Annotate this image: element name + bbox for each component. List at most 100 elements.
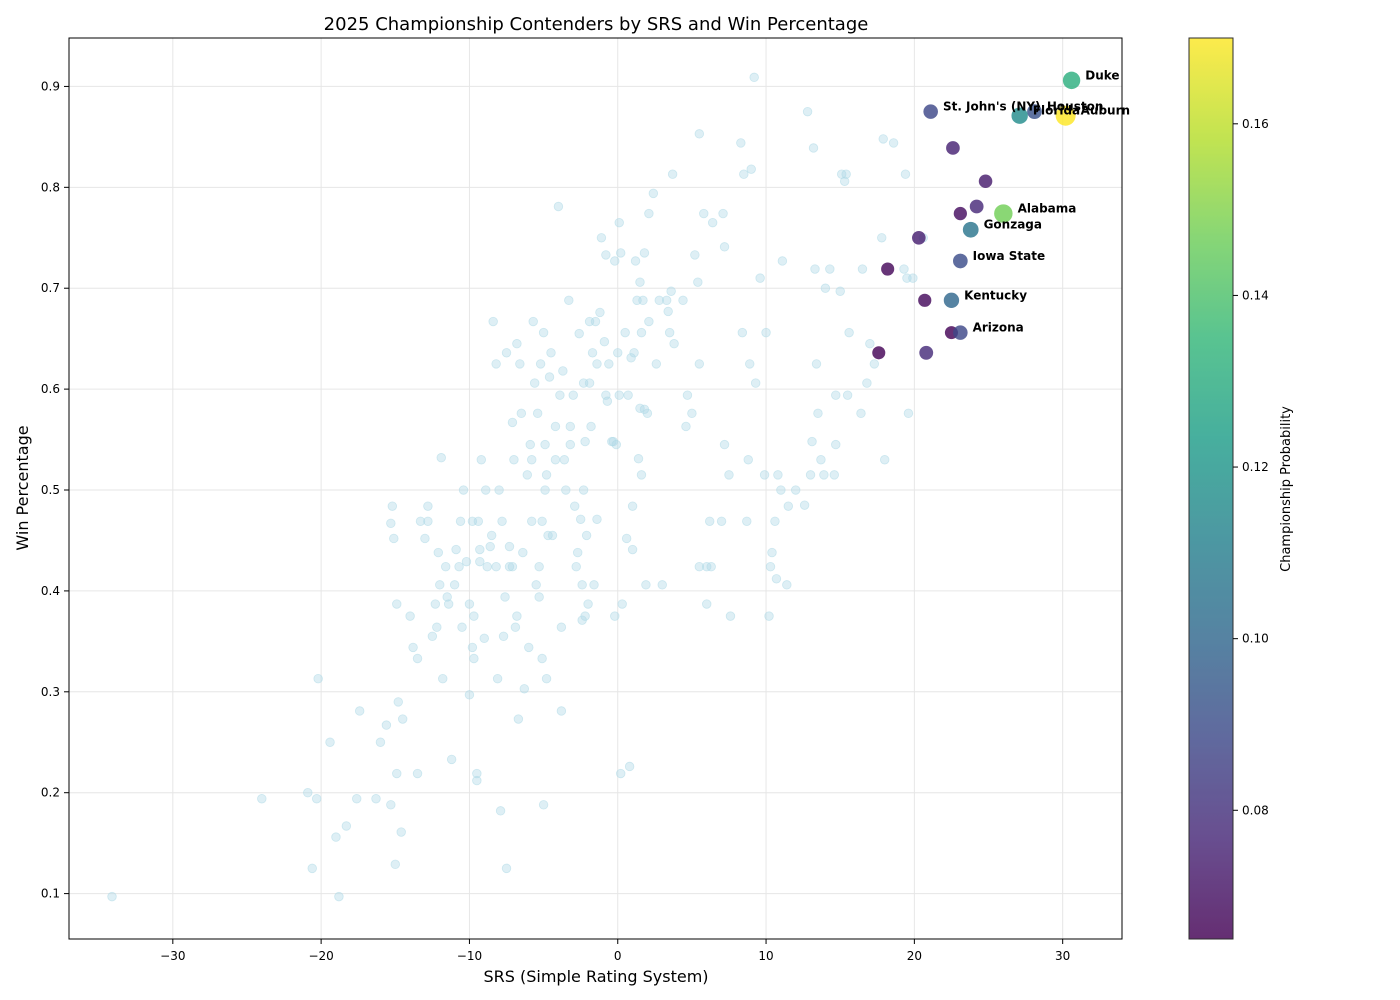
background-point: [900, 169, 911, 179]
background-point: [500, 592, 510, 602]
background-point: [581, 530, 592, 541]
background-point: [461, 556, 472, 567]
background-point: [386, 800, 396, 810]
x-tick-label: 30: [1055, 949, 1070, 963]
background-point: [610, 256, 620, 266]
background-point: [561, 485, 571, 495]
background-point: [472, 768, 482, 779]
background-point: [621, 533, 632, 544]
background-point: [415, 516, 426, 526]
x-tick-label: −10: [457, 949, 482, 963]
background-point: [408, 642, 418, 653]
background-point: [537, 653, 547, 664]
background-point: [574, 328, 584, 339]
background-point: [433, 547, 443, 558]
background-point: [534, 561, 544, 572]
x-tick-label: 0: [614, 949, 622, 963]
background-point: [458, 485, 469, 495]
background-point: [532, 408, 543, 419]
background-point: [423, 501, 433, 511]
background-point: [719, 439, 730, 450]
background-point: [745, 359, 755, 369]
background-point: [604, 359, 614, 369]
background-point: [783, 501, 794, 511]
background-point: [492, 673, 503, 684]
contender-point: [1062, 71, 1081, 90]
background-point: [638, 295, 648, 306]
background-point: [412, 653, 423, 664]
contender-points: [872, 71, 1081, 360]
background-point: [541, 673, 552, 684]
background-point: [556, 706, 567, 716]
background-point: [457, 622, 467, 632]
contender-point: [918, 293, 932, 307]
background-point: [699, 208, 709, 219]
background-point: [899, 264, 909, 274]
background-point: [880, 455, 890, 465]
background-point: [592, 359, 602, 369]
background-point: [765, 561, 776, 572]
background-point: [614, 217, 624, 228]
background-point: [565, 439, 575, 450]
background-point: [568, 390, 578, 400]
background-point: [475, 544, 485, 555]
background-point: [497, 516, 507, 526]
background-point: [571, 561, 581, 572]
background-point: [423, 516, 433, 526]
contender-label: Houston: [1047, 100, 1104, 114]
x-tick-label: −20: [308, 949, 333, 963]
background-point: [420, 533, 430, 544]
background-point: [405, 611, 415, 621]
background-point: [903, 408, 914, 419]
background-point: [575, 514, 586, 524]
background-point: [623, 390, 633, 400]
contender-point: [1011, 107, 1028, 124]
background-point: [829, 470, 839, 480]
background-point: [636, 327, 647, 338]
background-point: [835, 286, 845, 296]
background-point: [541, 470, 552, 480]
contender-point: [969, 199, 984, 214]
background-point: [592, 514, 602, 524]
background-point: [702, 599, 712, 609]
contender-point: [994, 204, 1013, 223]
y-axis-label: Win Percentage: [13, 425, 32, 550]
background-point: [777, 256, 788, 266]
background-point: [651, 359, 662, 369]
colorbar-gradient: [1188, 37, 1234, 940]
background-point: [430, 599, 441, 609]
background-point: [485, 541, 495, 552]
background-point: [755, 273, 765, 283]
background-point: [584, 378, 595, 388]
background-point: [515, 359, 525, 369]
background-point: [396, 827, 406, 837]
background-point: [641, 580, 651, 590]
background-point: [590, 316, 601, 327]
background-point: [257, 794, 267, 804]
colorbar-tick-label: 0.16: [1242, 117, 1269, 131]
background-point: [601, 250, 611, 260]
background-point: [451, 544, 461, 555]
background-point: [436, 453, 446, 463]
background-point: [540, 439, 550, 450]
background-point: [694, 359, 705, 369]
contender-point: [923, 104, 938, 119]
background-point: [878, 134, 888, 144]
contender-label: St. John's (NY): [943, 100, 1041, 114]
y-tick-label: 0.4: [41, 584, 60, 598]
background-point: [737, 327, 748, 338]
background-point: [469, 611, 479, 621]
background-point: [472, 775, 482, 786]
background-point: [630, 256, 641, 266]
background-point: [770, 516, 780, 526]
background-point: [555, 390, 565, 400]
background-point: [661, 295, 672, 306]
background-point: [578, 485, 589, 495]
background-points: [107, 72, 928, 902]
background-point: [664, 327, 675, 338]
background-point: [390, 859, 400, 870]
y-tick-label: 0.2: [41, 786, 60, 800]
background-point: [888, 138, 899, 148]
background-point: [522, 470, 532, 480]
